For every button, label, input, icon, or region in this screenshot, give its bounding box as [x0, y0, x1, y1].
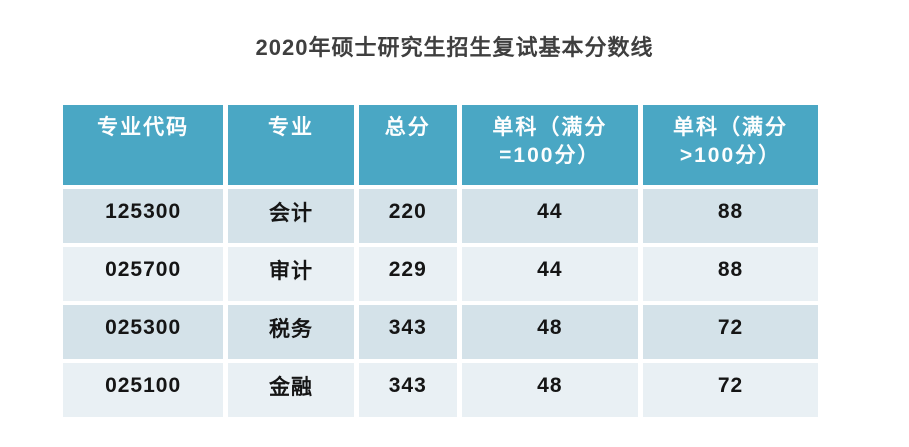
- cell-total-score: 229: [358, 247, 457, 301]
- table-header-row: 专业代码 专业 总分 单科（满分 =100分） 单科（满分 >100分）: [63, 105, 818, 185]
- cell-total-score: 220: [358, 189, 457, 243]
- header-single-subject-max100: 单科（满分 =100分）: [461, 105, 639, 185]
- cell-major: 金融: [228, 363, 354, 417]
- header-major: 专业: [228, 105, 354, 185]
- cell-total-score: 343: [358, 305, 457, 359]
- cell-single-subject-max100: 44: [461, 247, 639, 301]
- cell-major-code: 025300: [63, 305, 224, 359]
- cell-major: 审计: [228, 247, 354, 301]
- page-title: 2020年硕士研究生招生复试基本分数线: [255, 35, 654, 60]
- cell-single-subject-max100: 44: [461, 189, 639, 243]
- cell-total-score: 343: [358, 363, 457, 417]
- header-total-score: 总分: [358, 105, 457, 185]
- score-table: 专业代码 专业 总分 单科（满分 =100分） 单科（满分 >100分） 125…: [58, 101, 823, 421]
- cell-major-code: 025700: [63, 247, 224, 301]
- cell-major-code: 025100: [63, 363, 224, 417]
- cell-major: 会计: [228, 189, 354, 243]
- cell-single-subject-over100: 72: [643, 305, 818, 359]
- cell-single-subject-over100: 88: [643, 247, 818, 301]
- header-major-code: 专业代码: [63, 105, 224, 185]
- cell-single-subject-over100: 72: [643, 363, 818, 417]
- cell-single-subject-over100: 88: [643, 189, 818, 243]
- cell-single-subject-max100: 48: [461, 305, 639, 359]
- table-row: 025100 金融 343 48 72: [63, 363, 818, 417]
- cell-major: 税务: [228, 305, 354, 359]
- table-row: 125300 会计 220 44 88: [63, 189, 818, 243]
- cell-major-code: 125300: [63, 189, 224, 243]
- table-row: 025700 审计 229 44 88: [63, 247, 818, 301]
- table-row: 025300 税务 343 48 72: [63, 305, 818, 359]
- cell-single-subject-max100: 48: [461, 363, 639, 417]
- header-single-subject-over100: 单科（满分 >100分）: [643, 105, 818, 185]
